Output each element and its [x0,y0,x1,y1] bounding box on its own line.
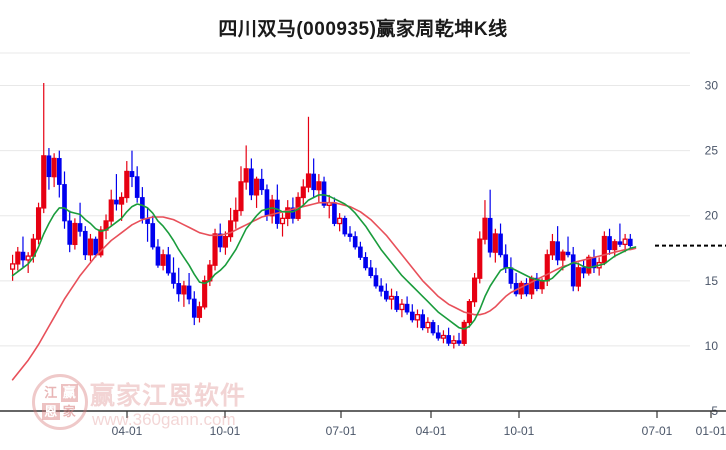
svg-text:07-01: 07-01 [642,424,673,438]
x-axis [0,410,726,418]
svg-text:10: 10 [705,339,719,353]
moving-average-lines [11,194,637,381]
svg-text:10-01: 10-01 [504,424,535,438]
svg-text:20: 20 [705,209,719,223]
page-title: 四川双马(000935)赢家周乾坤K线 [218,19,508,40]
svg-text:10-01: 10-01 [210,424,241,438]
svg-text:04-01: 04-01 [416,424,447,438]
svg-text:04-01: 04-01 [112,424,143,438]
x-axis-tick-labels: 04-01 10-01 07-01 04-01 10-01 07-01 01-01 [112,424,726,438]
svg-text:15: 15 [705,274,719,288]
svg-text:01-01: 01-01 [696,424,726,438]
svg-text:30: 30 [705,79,719,93]
svg-text:07-01: 07-01 [326,424,357,438]
gridlines [0,52,690,347]
svg-text:25: 25 [705,144,719,158]
